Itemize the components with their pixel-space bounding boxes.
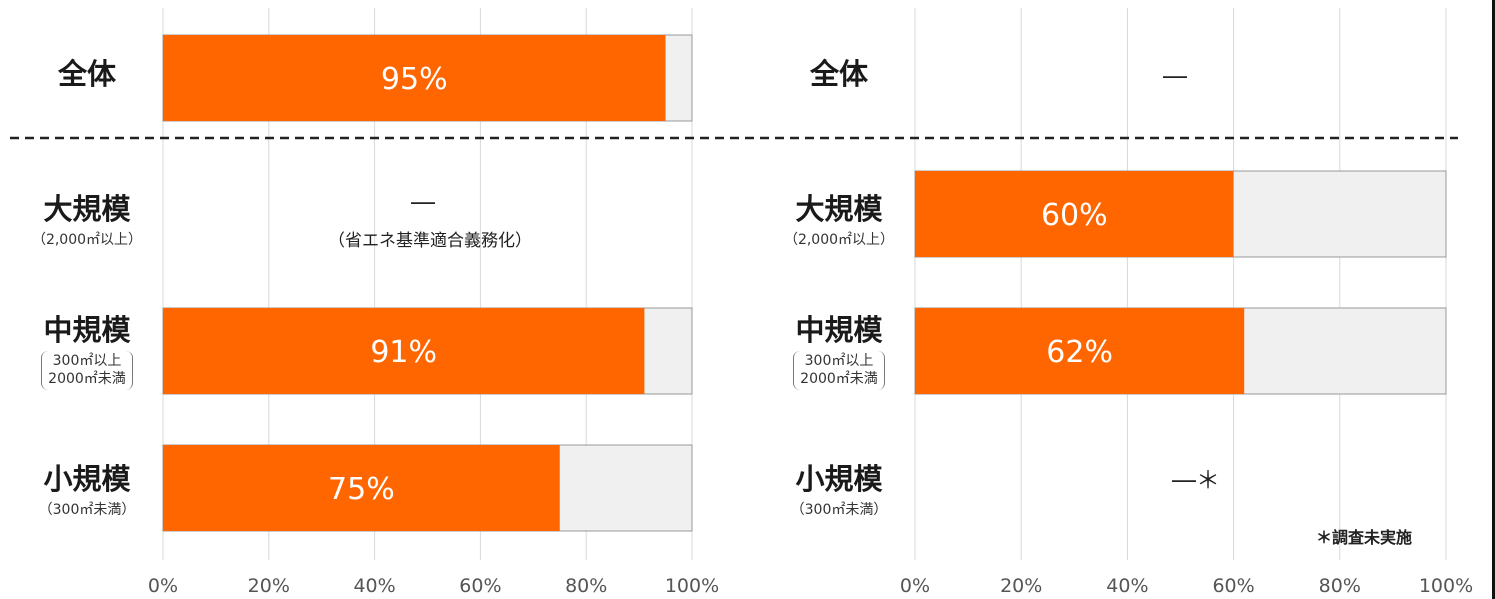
right-large-sub: （2,000㎡以上） bbox=[783, 232, 895, 249]
left-small-bar bbox=[163, 445, 560, 531]
left-large-mandatory-note: （省エネ基準適合義務化） bbox=[328, 231, 532, 251]
left-large-dash: ― bbox=[411, 188, 435, 216]
left-overall-label: 全体 bbox=[57, 57, 116, 91]
right-medium-bar bbox=[915, 308, 1245, 394]
left-overall-bar bbox=[163, 35, 666, 121]
footnote: ＊調査未実施 bbox=[1316, 528, 1413, 547]
left-medium-bar bbox=[163, 308, 645, 394]
right-small-not-surveyed: ―＊ bbox=[1172, 466, 1220, 494]
left-large-label: 大規模 bbox=[43, 192, 131, 226]
right-x-tick-label-0: 0% bbox=[900, 575, 930, 597]
right-medium-value-label: 62% bbox=[1046, 335, 1113, 370]
right-medium-label: 中規模 bbox=[795, 313, 883, 347]
right-medium-sub-2: 2000㎡未満 bbox=[800, 370, 878, 387]
left-medium-value-label: 91% bbox=[370, 335, 437, 370]
left-x-tick-label-3: 60% bbox=[459, 575, 501, 597]
right-label-large: 大規模 （2,000㎡以上） bbox=[764, 192, 914, 249]
left-medium-sub-1: 300㎡以上 bbox=[52, 353, 122, 370]
right-x-tick-label-4: 80% bbox=[1319, 575, 1361, 597]
right-medium-sub: 300㎡以上 2000㎡未満 bbox=[793, 351, 885, 391]
left-small-value-label: 75% bbox=[328, 472, 395, 507]
right-label-medium: 中規模 300㎡以上 2000㎡未満 bbox=[764, 313, 914, 391]
right-label-small: 小規模 （300㎡未満） bbox=[764, 462, 914, 519]
left-label-medium: 中規模 300㎡以上 2000㎡未満 bbox=[12, 313, 162, 391]
left-label-small: 小規模 （300㎡未満） bbox=[12, 462, 162, 519]
left-x-tick-label-1: 20% bbox=[248, 575, 290, 597]
left-medium-sub: 300㎡以上 2000㎡未満 bbox=[41, 351, 133, 391]
left-label-overall: 全体 bbox=[12, 57, 162, 91]
left-small-label: 小規模 bbox=[43, 462, 131, 496]
right-large-value-label: 60% bbox=[1041, 198, 1108, 233]
right-frame-border bbox=[1492, 0, 1495, 599]
left-x-tick-label-2: 40% bbox=[353, 575, 395, 597]
right-x-tick-label-3: 60% bbox=[1212, 575, 1254, 597]
left-large-sub: （2,000㎡以上） bbox=[31, 232, 143, 249]
right-large-label: 大規模 bbox=[795, 192, 883, 226]
right-x-tick-label-1: 20% bbox=[1000, 575, 1042, 597]
left-medium-sub-2: 2000㎡未満 bbox=[48, 370, 126, 387]
right-small-label: 小規模 bbox=[795, 462, 883, 496]
right-overall-dash: ― bbox=[1163, 62, 1187, 90]
left-label-large: 大規模 （2,000㎡以上） bbox=[12, 192, 162, 249]
left-small-sub: （300㎡未満） bbox=[38, 502, 136, 519]
left-x-tick-label-5: 100% bbox=[665, 575, 719, 597]
right-large-bar bbox=[915, 171, 1234, 257]
left-x-tick-label-0: 0% bbox=[148, 575, 178, 597]
right-x-tick-label-2: 40% bbox=[1106, 575, 1148, 597]
right-small-sub: （300㎡未満） bbox=[790, 502, 888, 519]
right-label-overall: 全体 bbox=[764, 57, 914, 91]
right-overall-label: 全体 bbox=[809, 57, 868, 91]
right-x-tick-label-5: 100% bbox=[1419, 575, 1473, 597]
left-x-tick-label-4: 80% bbox=[565, 575, 607, 597]
left-medium-label: 中規模 bbox=[43, 313, 131, 347]
left-overall-value-label: 95% bbox=[381, 62, 448, 97]
right-medium-sub-1: 300㎡以上 bbox=[804, 353, 874, 370]
